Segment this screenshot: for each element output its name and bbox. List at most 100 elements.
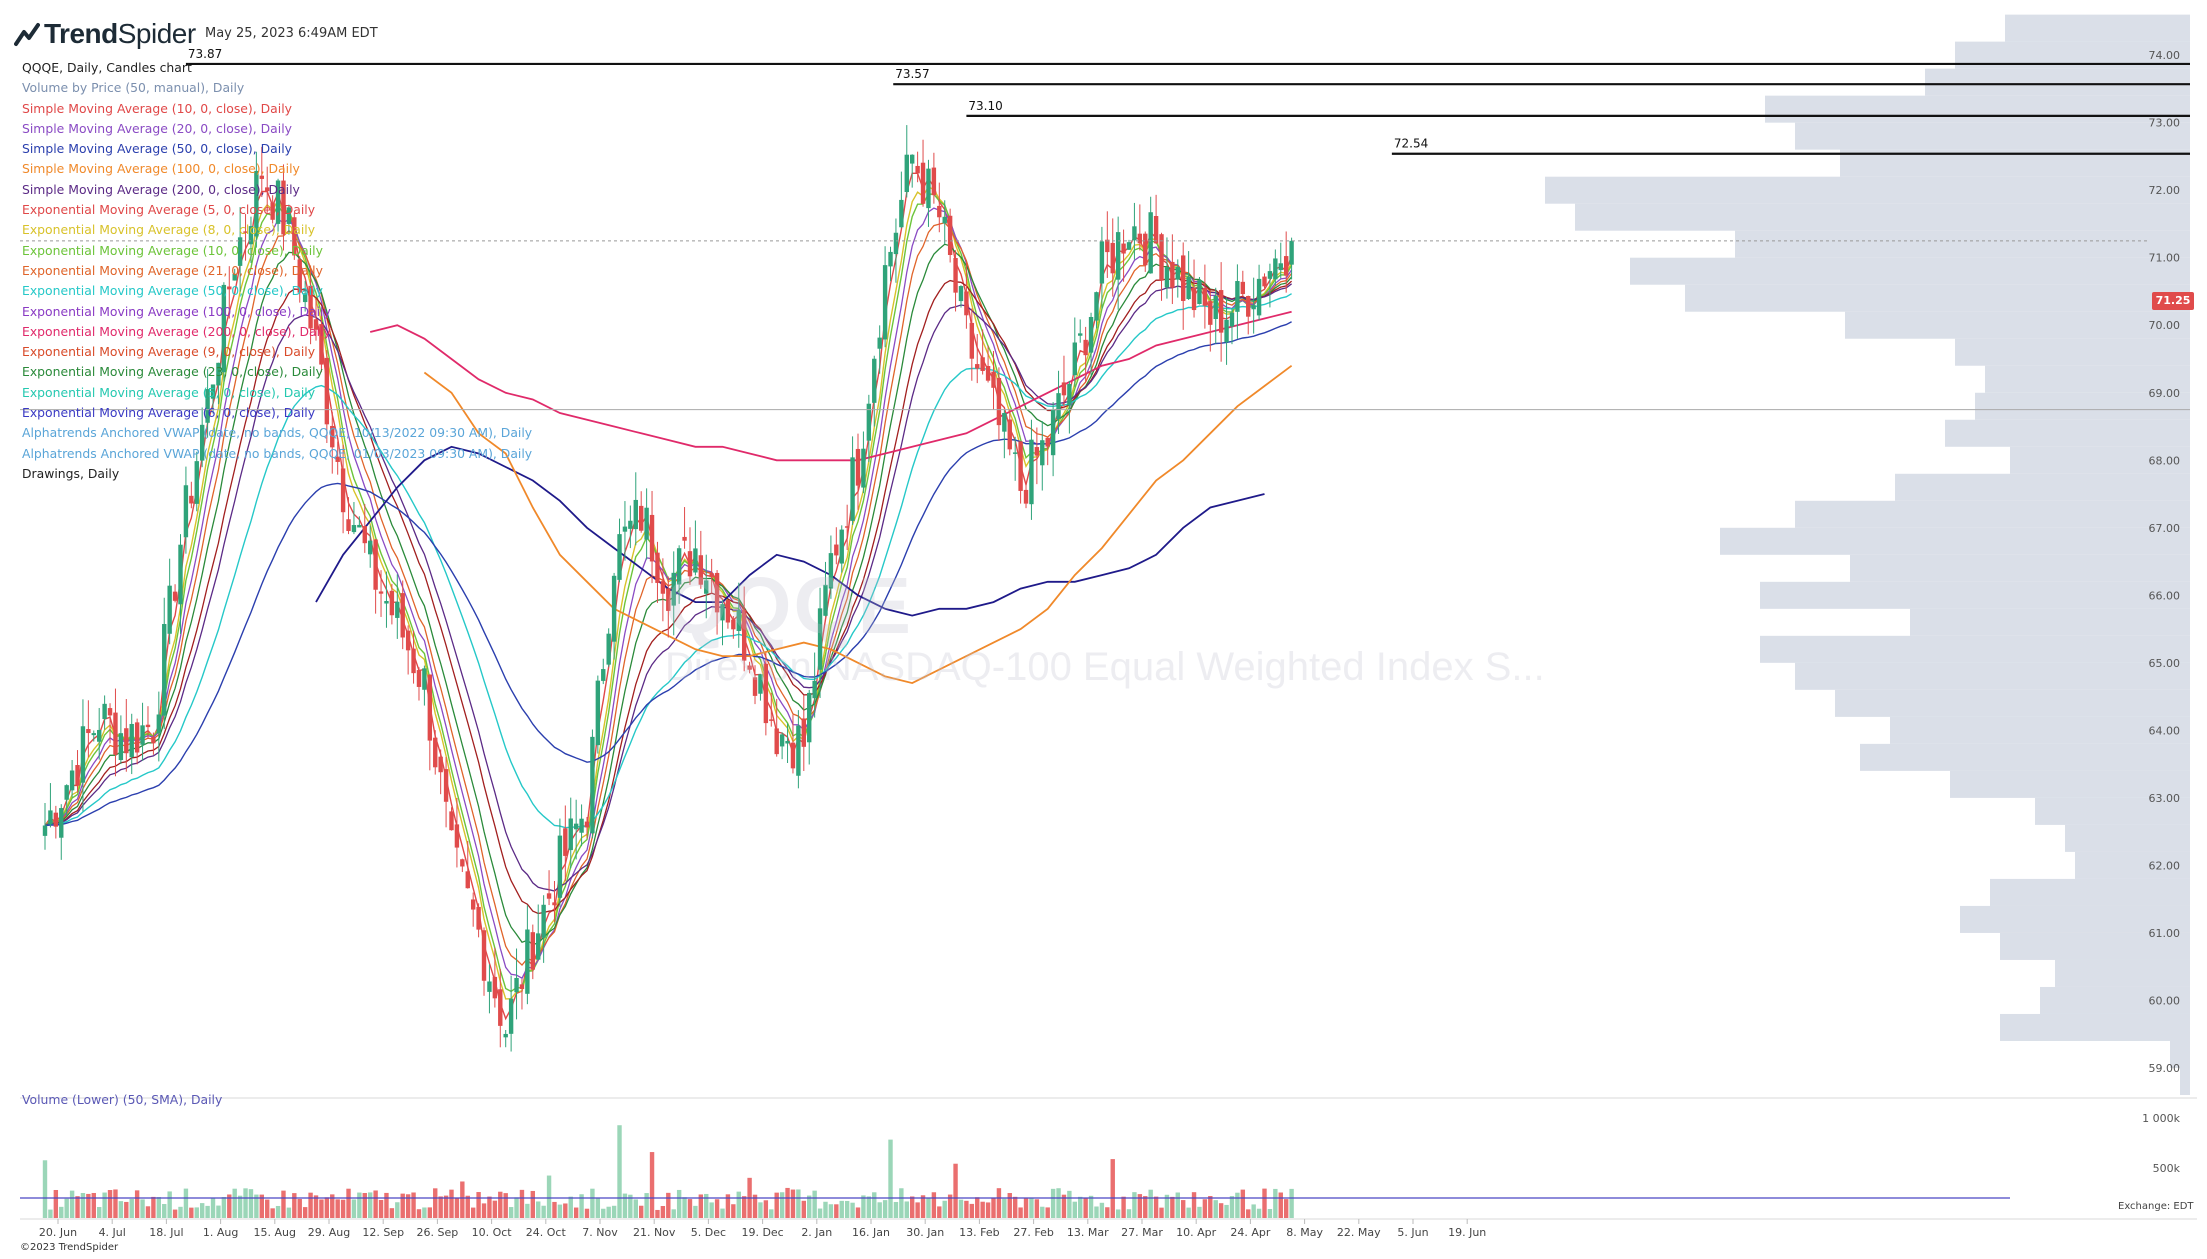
volume-bar: [330, 1194, 335, 1218]
legend-item[interactable]: Exponential Moving Average (5, 0, close)…: [22, 384, 316, 400]
volume-bar: [498, 1191, 503, 1218]
volume-bar: [1137, 1194, 1143, 1218]
volume-bar: [1256, 1208, 1262, 1218]
legend-item[interactable]: QQQE, Daily, Candles chart: [22, 60, 192, 75]
candle-body: [1126, 242, 1132, 250]
volume-bar: [953, 1163, 958, 1218]
volume-bar: [1181, 1200, 1186, 1218]
volume-bar: [579, 1194, 584, 1218]
candle-body: [617, 534, 622, 580]
volume-bar: [622, 1193, 628, 1218]
time-axis: 20. Jun 4. Jul 18. Jul 1. Aug 15. Aug 29. Aug…: [39, 1219, 1486, 1239]
legend-item[interactable]: Exponential Moving Average (5, 0, close)…: [22, 202, 316, 218]
legend-item[interactable]: Simple Moving Average (10, 0, close), Da…: [22, 100, 292, 116]
legend-item[interactable]: Exponential Moving Average (23, 0, close…: [22, 364, 323, 380]
time-tick-label: 13. Feb: [959, 1226, 999, 1239]
legend-item[interactable]: Exponential Moving Average (21, 0, close…: [22, 262, 323, 278]
volume-bar: [1278, 1192, 1283, 1218]
candle-body: [389, 590, 395, 616]
candle-body: [281, 180, 286, 235]
volume-bar: [1078, 1196, 1083, 1218]
candle-body: [1278, 263, 1283, 271]
volume-bar: [189, 1207, 194, 1218]
candles: [42, 125, 1294, 1052]
price-tick-label: 68.00: [2149, 454, 2181, 467]
volume-bar: [937, 1206, 942, 1218]
volume-bar: [682, 1197, 687, 1218]
legend-item[interactable]: Exponential Moving Average (8, 0, close)…: [22, 222, 316, 238]
candle-body: [720, 604, 725, 621]
volume-bar: [438, 1196, 443, 1218]
volume-bar: [1105, 1207, 1110, 1218]
legend-item[interactable]: Exponential Moving Average (6, 0, close)…: [22, 405, 316, 421]
vbp-bar: [2005, 14, 2190, 42]
time-tick-label: 27. Mar: [1121, 1226, 1163, 1239]
resistance-label: 73.10: [968, 99, 1002, 113]
volume-bar: [373, 1190, 378, 1218]
volume-bar: [42, 1160, 48, 1218]
volume-bar: [80, 1192, 86, 1218]
legend-item[interactable]: Exponential Moving Average (50, 0, close…: [22, 283, 323, 299]
volume-bar: [1012, 1196, 1018, 1218]
candle-body: [91, 733, 96, 736]
volume-bar: [736, 1191, 741, 1218]
candle-body: [118, 733, 124, 761]
legend-item[interactable]: Simple Moving Average (200, 0, close), D…: [22, 181, 300, 197]
candle-body: [714, 572, 720, 613]
candle-body: [904, 154, 909, 193]
candle-body: [508, 998, 514, 1034]
candle-body: [470, 899, 476, 910]
candle-body: [156, 714, 162, 734]
legend-item[interactable]: Exponential Moving Average (200, 0, clos…: [22, 323, 331, 339]
legend-item[interactable]: Drawings, Daily: [22, 465, 120, 481]
volume-bar: [470, 1207, 476, 1218]
legend-item[interactable]: Simple Moving Average (50, 0, close), Da…: [22, 141, 292, 157]
candle-body: [422, 668, 427, 690]
time-tick-label: 19. Dec: [741, 1226, 783, 1239]
vbp-bar: [1845, 311, 2190, 339]
time-tick-label: 29. Aug: [308, 1226, 350, 1239]
legend-item[interactable]: Alphatrends Anchored VWAP (date, no band…: [22, 425, 533, 441]
candle-body: [292, 217, 297, 256]
volume-bar: [400, 1193, 405, 1218]
volume-bar: [882, 1200, 888, 1218]
volume-bar: [1002, 1198, 1007, 1218]
volume-bar: [1023, 1198, 1029, 1218]
legend-item[interactable]: Exponential Moving Average (100, 0, clos…: [22, 303, 331, 319]
volume-bar: [639, 1205, 644, 1218]
volume-bar: [785, 1187, 790, 1218]
legend-item[interactable]: Exponential Moving Average (10, 0, close…: [22, 242, 323, 258]
volume-bar: [1007, 1193, 1012, 1218]
volume-bar: [1056, 1188, 1061, 1218]
candle-body: [1208, 301, 1213, 325]
volume-bar: [422, 1207, 427, 1218]
volume-bar: [942, 1200, 947, 1218]
legend-item[interactable]: Exponential Moving Average (9, 0, close)…: [22, 344, 316, 360]
vbp-bar: [1795, 500, 2190, 528]
watermark-name: Direxion NASDAQ-100 Equal Weighted Index…: [665, 645, 1545, 689]
candle-body: [747, 665, 752, 670]
legend-item[interactable]: Simple Moving Average (100, 0, close), D…: [22, 161, 300, 177]
time-tick-label: 24. Apr: [1230, 1226, 1270, 1239]
volume-bar: [199, 1203, 205, 1218]
volume-bar: [378, 1199, 384, 1218]
candle-body: [639, 505, 644, 531]
volume-bar: [48, 1209, 53, 1218]
volume-bar: [893, 1201, 899, 1218]
volume-bar: [666, 1192, 671, 1218]
volume-bar: [140, 1199, 145, 1218]
legend-item[interactable]: Alphatrends Anchored VWAP (date, no band…: [22, 445, 533, 461]
candle-body: [1121, 243, 1126, 254]
vbp-bar: [1990, 878, 2190, 906]
volume-bar: [1246, 1209, 1251, 1218]
volume-bar: [227, 1194, 232, 1218]
candle-body: [335, 456, 340, 462]
candle-body: [1159, 234, 1164, 281]
legend-item[interactable]: Simple Moving Average (20, 0, close), Da…: [22, 120, 292, 136]
volume-bar: [346, 1188, 351, 1218]
vbp-bar: [1850, 554, 2190, 582]
price-tick-label: 67.00: [2149, 522, 2181, 535]
legend-item[interactable]: Volume by Price (50, manual), Daily: [22, 80, 245, 96]
candle-body: [541, 904, 546, 938]
